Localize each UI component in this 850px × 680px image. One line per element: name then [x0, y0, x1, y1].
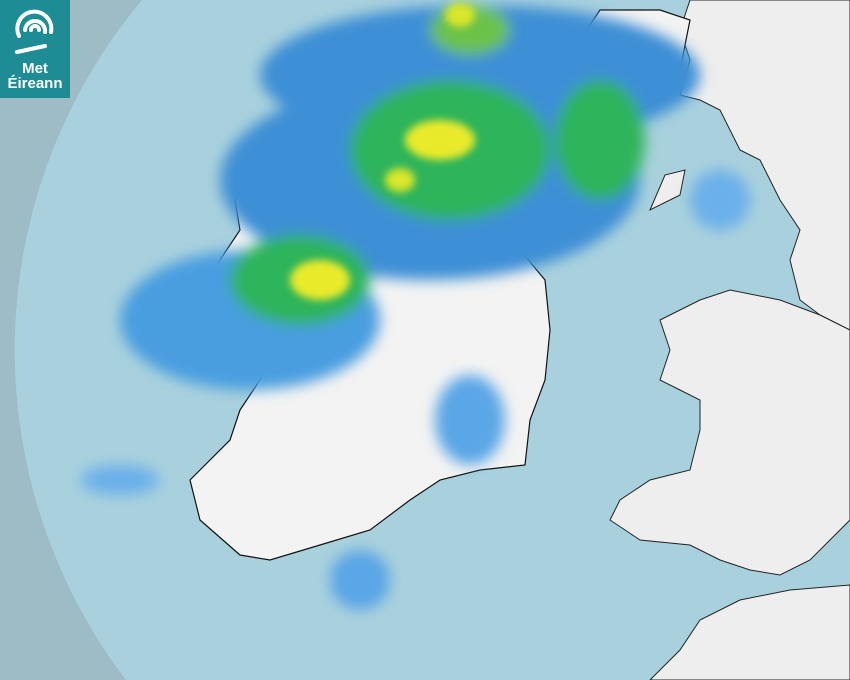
rain-heavy	[385, 168, 415, 192]
radar-rain-echoes	[80, 5, 750, 610]
logo-text-met: Met	[22, 60, 48, 77]
rain-moderate	[555, 80, 645, 200]
rain-light	[330, 550, 390, 610]
great-britain-landmass	[609, 0, 850, 680]
rain-light	[690, 170, 750, 230]
rain-light	[435, 375, 505, 465]
rain-heavy	[290, 260, 350, 300]
logo-text-eireann: Éireann	[7, 75, 63, 92]
swirl-logo-icon	[15, 9, 54, 54]
rain-heavy	[405, 120, 475, 160]
rain-light	[80, 465, 160, 495]
met-eireann-logo: Met Éireann	[0, 0, 70, 98]
rain-heavy	[445, 3, 475, 27]
